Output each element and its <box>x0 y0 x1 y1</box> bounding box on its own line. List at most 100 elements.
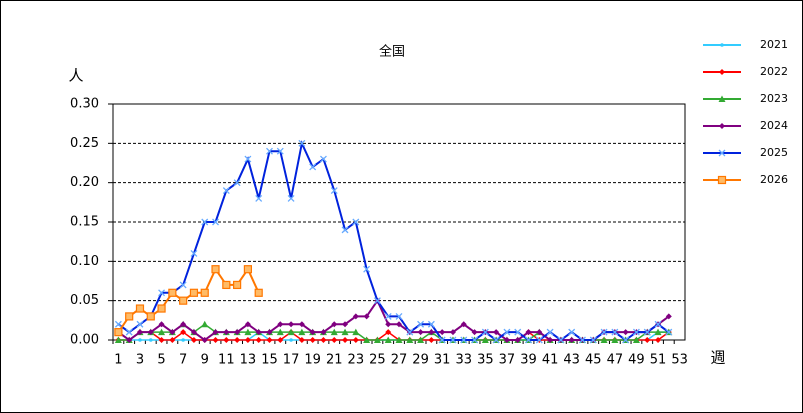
data-point <box>632 336 640 343</box>
data-point <box>222 187 230 194</box>
data-point <box>320 337 327 343</box>
data-point <box>189 288 199 297</box>
series-line <box>117 140 670 342</box>
x-tick-label: 41 <box>542 353 559 368</box>
data-point <box>244 337 251 343</box>
data-point <box>148 338 153 342</box>
x-tick-label: 35 <box>477 353 494 368</box>
data-point <box>600 328 608 336</box>
x-tick-label: 29 <box>412 353 429 368</box>
data-point <box>180 329 187 336</box>
data-point <box>233 179 241 187</box>
legend-marker <box>719 123 725 129</box>
data-point <box>493 329 500 336</box>
data-point <box>277 321 284 328</box>
data-point <box>644 337 651 343</box>
series-line <box>117 298 670 342</box>
data-point <box>114 328 123 337</box>
x-tick-label: 43 <box>563 353 580 368</box>
data-point <box>385 329 392 336</box>
data-point <box>460 336 468 344</box>
data-point <box>244 155 252 163</box>
data-point <box>363 265 371 273</box>
legend-marker <box>717 175 727 185</box>
data-point <box>331 321 338 328</box>
data-point <box>547 337 554 343</box>
data-point <box>320 329 327 336</box>
data-point <box>406 336 414 343</box>
data-point <box>276 147 284 155</box>
legend-label: 2024 <box>760 119 788 132</box>
data-point <box>266 337 273 343</box>
data-point <box>427 320 435 328</box>
data-point <box>417 320 425 328</box>
legend-label: 2022 <box>760 65 788 78</box>
data-point <box>138 338 142 342</box>
legend-label: 2021 <box>760 38 788 51</box>
data-point <box>449 329 456 336</box>
data-point <box>665 313 672 320</box>
data-point <box>373 297 381 305</box>
x-tick-label: 9 <box>201 353 209 368</box>
y-tick-label: 0.10 <box>70 254 99 269</box>
data-point <box>146 312 155 321</box>
data-point <box>223 329 230 336</box>
data-point <box>557 336 565 344</box>
data-point <box>481 328 489 336</box>
data-point <box>277 337 284 343</box>
legend-label: 2023 <box>760 92 788 105</box>
data-point <box>406 328 414 336</box>
data-point <box>579 336 586 344</box>
x-tick-label: 21 <box>326 353 343 368</box>
data-point <box>385 321 392 328</box>
data-point <box>384 312 392 320</box>
data-point <box>135 304 145 313</box>
x-tick-label: 3 <box>136 353 144 368</box>
x-tick-label: 45 <box>585 353 602 368</box>
data-point <box>622 336 630 344</box>
data-point <box>589 336 597 344</box>
data-point <box>384 336 392 343</box>
legend-marker <box>718 149 726 157</box>
x-tick-label: 17 <box>283 353 300 368</box>
y-axis-label: 人 <box>68 67 83 85</box>
data-point <box>535 336 543 344</box>
data-point <box>363 336 371 343</box>
data-point <box>363 313 370 320</box>
data-point <box>342 337 349 343</box>
legend-marker <box>719 69 725 75</box>
y-tick-label: 0.25 <box>70 136 99 151</box>
data-point <box>395 336 403 343</box>
data-point <box>126 337 133 343</box>
data-point <box>233 280 242 290</box>
data-point <box>471 336 479 344</box>
x-tick-label: 13 <box>240 353 257 368</box>
x-tick-label: 19 <box>304 353 321 368</box>
data-point <box>255 337 262 343</box>
legend-label: 2025 <box>760 146 788 159</box>
data-point <box>417 329 424 336</box>
x-tick-label: 7 <box>179 353 187 368</box>
data-point <box>655 337 662 343</box>
data-point <box>341 328 349 336</box>
y-tick-label: 0.05 <box>70 293 99 308</box>
data-point <box>266 147 273 155</box>
data-point <box>266 329 273 336</box>
x-axis-label: 週 <box>710 349 725 367</box>
data-point <box>611 336 619 343</box>
x-tick-label: 23 <box>348 353 365 368</box>
data-point <box>352 313 359 320</box>
x-tick-label: 1 <box>114 353 122 368</box>
data-point <box>525 329 532 336</box>
data-point <box>449 336 457 344</box>
data-point <box>417 336 425 343</box>
data-point <box>298 337 305 343</box>
data-point <box>352 218 360 226</box>
data-point <box>514 337 521 343</box>
data-point <box>114 336 122 343</box>
x-tick-label: 31 <box>434 353 451 368</box>
data-point <box>309 337 316 343</box>
data-point <box>632 328 640 336</box>
data-point <box>276 328 284 336</box>
